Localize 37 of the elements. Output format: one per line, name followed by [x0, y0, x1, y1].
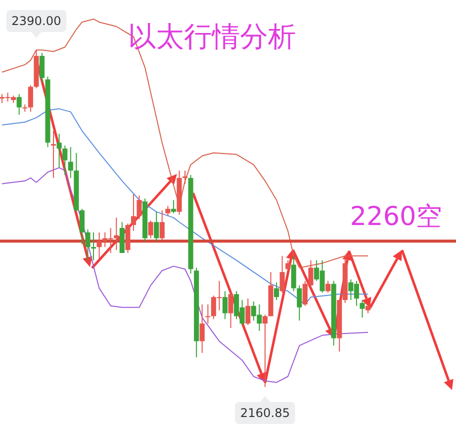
candlestick [22, 104, 28, 112]
candlestick [296, 284, 302, 322]
candlestick [16, 94, 22, 116]
candlestick [171, 200, 176, 214]
candlestick [285, 260, 290, 272]
ref-line-label: 2260空 [350, 202, 442, 232]
candlestick [40, 52, 45, 83]
candlestick [245, 298, 250, 326]
candlestick [96, 232, 102, 260]
annotation: 2160.85 [240, 406, 290, 420]
candlestick [262, 314, 268, 388]
candlestick [85, 228, 90, 261]
candlestick [200, 304, 205, 354]
candlestick [182, 170, 188, 184]
candlestick [28, 84, 34, 112]
chart-title: 以太行情分析 [128, 20, 296, 53]
candlestick [360, 300, 365, 318]
candlestick [136, 195, 142, 220]
candlestick [80, 208, 85, 245]
candlestick [165, 205, 170, 217]
annotation: 2390.00 [12, 14, 62, 28]
candlestick [56, 133, 62, 168]
candlestick [325, 280, 330, 294]
candlestick [160, 210, 165, 240]
candlestick [222, 290, 228, 320]
candlestick [131, 194, 136, 232]
candlestick [228, 290, 234, 328]
candlestick [280, 255, 285, 294]
candlestick [62, 145, 68, 176]
candlestick [68, 146, 74, 178]
candlestick [50, 130, 56, 178]
candlestick [274, 282, 279, 301]
candlestick [154, 211, 159, 242]
candlestick [205, 304, 210, 324]
candlestick [91, 232, 96, 261]
candlestick [148, 220, 154, 239]
candlestick [291, 255, 296, 292]
